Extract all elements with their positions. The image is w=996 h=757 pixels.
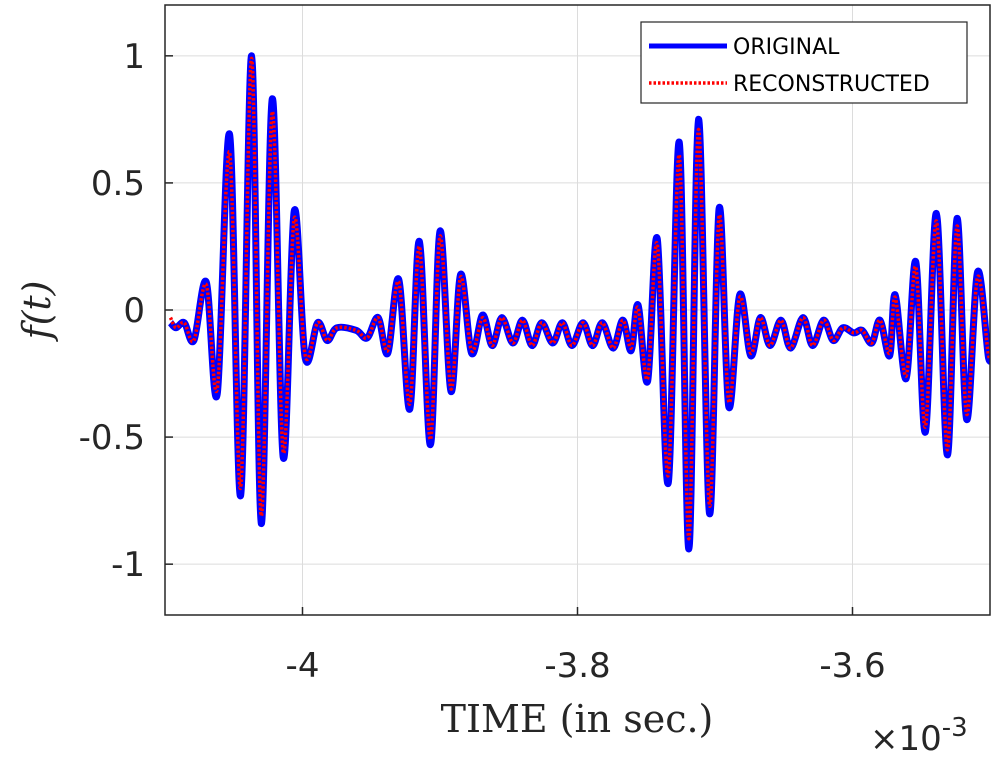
- legend-label: ORIGINAL: [733, 35, 840, 60]
- y-tick-label: -0.5: [79, 418, 145, 458]
- x-tick-label: -3.8: [544, 646, 610, 686]
- multiplier-base: ×10: [870, 719, 942, 757]
- y-tick-label: 1: [123, 37, 145, 77]
- y-tick-label: 0: [123, 291, 145, 331]
- y-tick-label: -1: [111, 545, 145, 585]
- y-axis-label: f(t): [15, 281, 59, 343]
- x-axis-label: TIME (in sec.): [441, 697, 714, 741]
- multiplier-exponent: -3: [942, 713, 968, 743]
- legend-box: [640, 21, 968, 104]
- x-multiplier: ×10-3: [870, 713, 968, 757]
- legend: ORIGINAL RECONSTRUCTED: [640, 21, 968, 104]
- x-tick-label: -4: [286, 646, 320, 686]
- x-tick-label: -3.6: [819, 646, 885, 686]
- ticks: -4 -3.8 -3.6 -1 -0.5 0 0.5 1: [79, 37, 886, 686]
- y-tick-label: 0.5: [91, 164, 145, 204]
- series-line: [168, 56, 990, 541]
- lines: [167, 52, 990, 553]
- legend-label: RECONSTRUCTED: [733, 72, 930, 97]
